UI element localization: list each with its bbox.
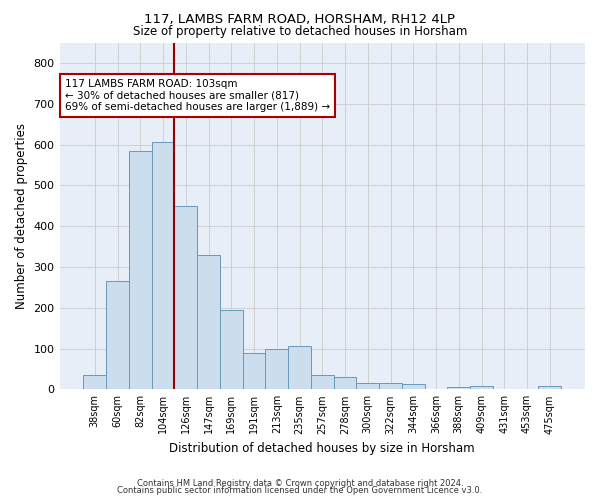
- Bar: [334, 377, 356, 390]
- Text: Contains public sector information licensed under the Open Government Licence v3: Contains public sector information licen…: [118, 486, 482, 495]
- Text: 117, LAMBS FARM ROAD, HORSHAM, RH12 4LP: 117, LAMBS FARM ROAD, HORSHAM, RH12 4LP: [145, 12, 455, 26]
- Text: Contains HM Land Registry data © Crown copyright and database right 2024.: Contains HM Land Registry data © Crown c…: [137, 478, 463, 488]
- Bar: [242, 352, 265, 390]
- Bar: [448, 388, 470, 390]
- Text: 117 LAMBS FARM ROAD: 103sqm
← 30% of detached houses are smaller (817)
69% of se: 117 LAMBS FARM ROAD: 103sqm ← 30% of det…: [65, 79, 330, 112]
- Bar: [470, 386, 493, 390]
- Bar: [83, 375, 106, 390]
- Bar: [106, 281, 129, 390]
- Bar: [311, 375, 334, 390]
- Bar: [129, 150, 152, 390]
- Bar: [265, 348, 288, 390]
- Bar: [197, 254, 220, 390]
- Bar: [220, 310, 242, 390]
- Bar: [356, 383, 379, 390]
- Bar: [402, 384, 425, 390]
- X-axis label: Distribution of detached houses by size in Horsham: Distribution of detached houses by size …: [169, 442, 475, 455]
- Bar: [152, 142, 175, 390]
- Bar: [379, 383, 402, 390]
- Bar: [288, 346, 311, 390]
- Bar: [538, 386, 561, 390]
- Text: Size of property relative to detached houses in Horsham: Size of property relative to detached ho…: [133, 25, 467, 38]
- Y-axis label: Number of detached properties: Number of detached properties: [15, 123, 28, 309]
- Bar: [175, 206, 197, 390]
